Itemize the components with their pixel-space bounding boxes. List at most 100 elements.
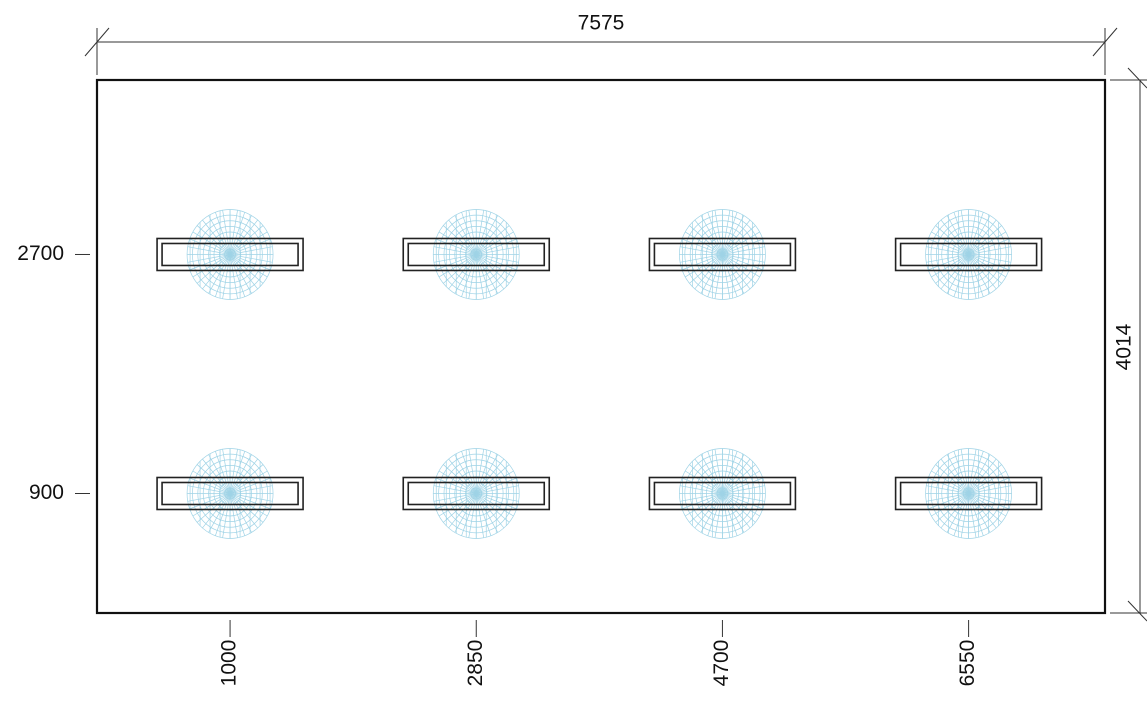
light-ray <box>454 254 477 294</box>
light-ray <box>968 451 984 494</box>
light-ray <box>187 493 231 502</box>
luminaire-outer <box>648 476 797 511</box>
light-ray <box>722 493 745 533</box>
light-ray <box>926 493 969 502</box>
light-ray <box>448 458 477 494</box>
light-ray <box>968 212 984 255</box>
light-ray <box>229 493 258 529</box>
luminaire-inner <box>899 481 1038 506</box>
luminaire-inner <box>407 242 546 267</box>
light-ray <box>229 493 252 533</box>
light-ray <box>448 493 477 529</box>
y-label: 2700 <box>17 242 64 265</box>
light-ray <box>968 254 984 297</box>
light-ray <box>215 254 231 297</box>
light-ray <box>968 493 1002 523</box>
light-ray <box>196 254 231 284</box>
luminaire <box>402 209 551 300</box>
light-ray <box>680 485 723 494</box>
light-ray <box>475 451 492 494</box>
light-ray <box>433 485 477 494</box>
light-ray <box>722 254 765 263</box>
light-ray <box>935 254 969 284</box>
light-ray <box>475 493 505 529</box>
light-ray <box>475 454 499 494</box>
light-ray <box>454 215 477 255</box>
luminaire-inner <box>653 481 792 506</box>
light-ray <box>196 225 231 255</box>
light-ray <box>222 210 231 255</box>
light-ray <box>968 254 977 299</box>
light-ray <box>461 212 477 255</box>
luminaire-outer <box>156 237 304 272</box>
light-ray <box>433 493 477 502</box>
light-ray <box>229 254 238 299</box>
light-ray <box>953 212 969 255</box>
light-ray <box>714 449 723 494</box>
light-ray <box>722 493 731 538</box>
light-ray <box>229 254 252 294</box>
light-ray <box>946 493 969 533</box>
light-ray <box>722 464 756 494</box>
light-ray <box>689 464 723 494</box>
light-ray <box>443 254 477 284</box>
light-ray <box>448 254 477 290</box>
light-ray <box>722 254 756 284</box>
light-ray <box>968 493 1012 502</box>
light-ray <box>722 210 731 255</box>
light-ray <box>229 454 252 494</box>
light-ray <box>475 493 499 533</box>
luminaire-inner <box>899 242 1038 267</box>
light-ray <box>968 215 991 255</box>
light-ray <box>968 225 1002 255</box>
light-ray <box>968 493 997 529</box>
light-ray <box>968 485 1012 494</box>
light-ray <box>476 246 519 255</box>
light-ray <box>968 493 991 533</box>
light-ray <box>443 464 477 494</box>
light-ray <box>722 254 745 294</box>
light-ray <box>714 254 723 299</box>
light-ray <box>229 458 258 494</box>
light-ray <box>433 246 477 255</box>
x-label: 1000 <box>218 640 241 687</box>
light-ray <box>935 493 969 523</box>
light-ray <box>475 458 505 494</box>
light-ray <box>960 210 969 255</box>
light-ray <box>229 451 246 494</box>
light-ray <box>196 493 231 523</box>
light-ray <box>215 212 231 255</box>
luminaire-inner <box>161 242 299 267</box>
light-ray <box>454 493 477 533</box>
light-ray <box>722 493 765 502</box>
light-ray <box>694 458 723 494</box>
light-ray <box>940 219 969 255</box>
light-ray <box>475 493 492 536</box>
light-ray <box>940 458 969 494</box>
light-ray <box>722 212 738 255</box>
luminaire-outer <box>402 237 551 272</box>
light-ray <box>475 215 499 255</box>
dimension-tick <box>1092 27 1118 57</box>
light-ray <box>694 254 723 290</box>
light-ray <box>946 454 969 494</box>
light-ray <box>968 254 991 294</box>
light-ray <box>222 493 231 538</box>
light-ray <box>229 219 258 255</box>
light-ray <box>926 246 969 255</box>
light-ray <box>722 458 751 494</box>
luminaire-inner <box>653 242 792 267</box>
light-ray <box>722 254 751 290</box>
light-ray <box>935 464 969 494</box>
light-ray <box>707 451 723 494</box>
light-ray <box>968 210 977 255</box>
light-ray <box>722 493 756 523</box>
light-ray <box>229 493 246 536</box>
luminaire <box>894 448 1043 539</box>
light-ray <box>689 254 723 284</box>
light-ray <box>475 210 485 255</box>
light-ray <box>215 451 231 494</box>
y-label: 900 <box>29 481 64 504</box>
light-ray <box>475 254 492 297</box>
light-ray <box>475 219 505 255</box>
